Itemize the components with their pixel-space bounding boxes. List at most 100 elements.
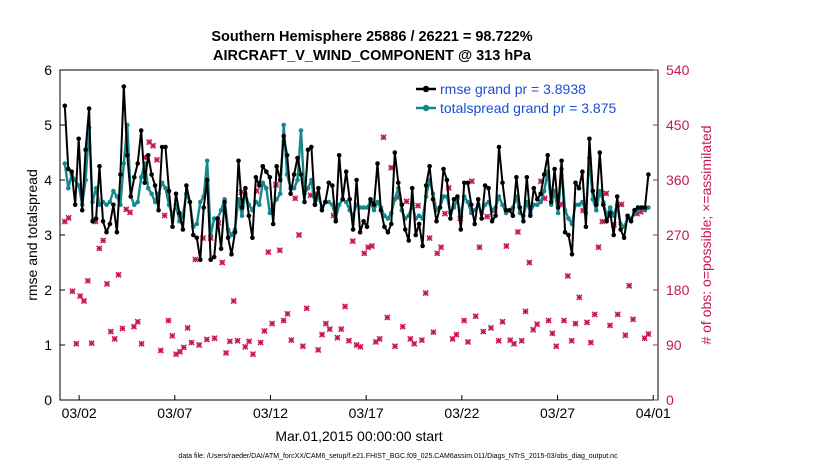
spread-point: [121, 161, 127, 166]
rmse-point: [646, 172, 651, 177]
spread-point: [538, 199, 543, 205]
obs-point: [388, 164, 395, 171]
rmse-point: [281, 133, 287, 139]
spread-point: [135, 199, 140, 205]
y-tick-label: 6: [44, 62, 52, 78]
rmse-point: [250, 235, 255, 241]
rmse-point: [555, 205, 561, 210]
obs-point: [510, 340, 518, 347]
rmse-point: [236, 158, 241, 164]
obs-point: [100, 237, 107, 244]
rmse-point: [298, 172, 304, 177]
obs-point: [184, 324, 191, 331]
spread-point: [392, 197, 398, 202]
obs-point: [645, 330, 652, 338]
legend-rmse-label: rmse grand pr = 3.8938: [440, 81, 586, 97]
obs-point: [334, 334, 341, 341]
obs-point: [115, 271, 122, 278]
obs-point: [284, 310, 291, 317]
x-tick-label: 03/07: [157, 405, 192, 421]
legend-spread-marker: [422, 104, 430, 112]
x-tick-label: 04/01: [636, 405, 671, 421]
rmse-point: [507, 207, 512, 213]
obs-point: [276, 247, 283, 254]
obs-point: [261, 327, 268, 335]
obs-point: [426, 234, 433, 242]
rmse-point: [121, 84, 127, 89]
rmse-point: [392, 150, 398, 155]
obs-point: [518, 337, 525, 344]
chart-subtitle: AIRCRAFT_V_WIND_COMPONENT @ 313 hPa: [213, 48, 532, 64]
rmse-point: [204, 177, 210, 183]
legend-spread-label: totalspread grand pr = 3.875: [440, 100, 617, 116]
obs-point: [564, 272, 571, 280]
obs-point: [399, 323, 406, 330]
spread-point: [594, 207, 599, 213]
y-tick-label: 4: [44, 172, 52, 188]
obs-point: [411, 340, 418, 347]
spread-point: [76, 183, 81, 188]
obs-point: [222, 349, 230, 357]
obs-point: [422, 289, 429, 297]
rmse-point: [291, 172, 297, 177]
rmse-point: [475, 197, 481, 202]
rmse-point: [528, 213, 533, 219]
obs-point: [134, 318, 141, 325]
rmse-point: [152, 183, 158, 188]
rmse-point: [597, 150, 603, 155]
obs-point: [553, 343, 560, 350]
rmse-point: [601, 202, 606, 208]
obs-point: [622, 332, 629, 339]
obs-point: [257, 339, 264, 346]
rmse-point: [135, 161, 140, 166]
spread-point: [364, 205, 370, 210]
obs-point: [591, 311, 598, 318]
obs-point: [530, 326, 537, 333]
rmse-point: [274, 164, 280, 169]
rmse-point: [83, 147, 88, 153]
obs-point: [188, 339, 195, 346]
rmse-point: [350, 227, 356, 232]
rmse-point: [100, 219, 106, 224]
rmse-point: [222, 199, 227, 205]
axes: 0 1 2 3 4 5 6 0 90 180 270 360 450 540 03/02 03/07 03/12…: [44, 62, 689, 421]
rmse-point: [541, 172, 547, 177]
rmse-point: [548, 199, 554, 205]
rmse-point: [257, 183, 262, 188]
rmse-point: [521, 219, 526, 224]
obs-point: [211, 335, 218, 342]
obs-point: [280, 317, 287, 324]
rmse-point: [385, 230, 391, 235]
rmse-point: [368, 197, 373, 202]
obs-point: [318, 331, 326, 338]
rmse-point: [243, 185, 248, 191]
spread-point: [111, 188, 116, 194]
rmse-point: [253, 175, 259, 180]
obs-point: [96, 245, 103, 252]
spread-point: [62, 161, 68, 166]
obs-point: [560, 317, 568, 324]
y2-tick-label: 0: [666, 392, 674, 408]
spread-point: [305, 185, 311, 191]
spread-point: [295, 177, 300, 183]
rmse-point: [632, 207, 637, 213]
rmse-point: [559, 158, 564, 164]
rmse-point: [198, 257, 203, 263]
rmse-point: [194, 235, 200, 241]
spread-point: [496, 194, 502, 199]
rmse-point: [639, 205, 644, 210]
obs-point: [326, 326, 333, 333]
rmse-point: [76, 136, 81, 142]
rmse-point: [378, 207, 384, 213]
obs-point: [80, 297, 88, 305]
rmse-point: [524, 175, 530, 180]
y-axis-label: rmse and totalspread: [24, 169, 40, 301]
obs-point: [315, 346, 322, 353]
spread-point: [145, 185, 151, 191]
x-tick-label: 03/02: [62, 405, 97, 421]
obs-point: [157, 347, 164, 354]
spread-point: [576, 202, 582, 208]
x-axis-label: Mar.01,2015 00:00:00 start: [275, 428, 442, 444]
obs-point: [464, 338, 472, 346]
spread-point: [149, 191, 154, 197]
